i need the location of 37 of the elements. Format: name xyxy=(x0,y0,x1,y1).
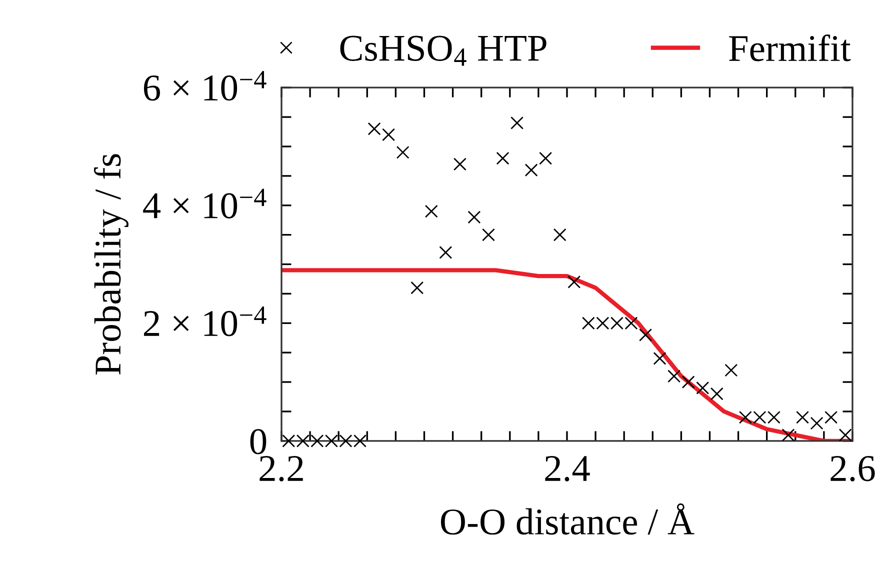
point xyxy=(696,381,710,394)
point xyxy=(682,376,695,389)
y-axis-title: Probability / fs xyxy=(94,154,128,375)
y-tick-label: 4 × 10$^{−4}$ xyxy=(143,188,266,218)
point xyxy=(439,246,452,259)
point xyxy=(653,352,666,365)
point xyxy=(496,152,510,165)
point xyxy=(368,122,381,136)
y-tick-label: 0 xyxy=(250,428,266,454)
legend-label: Fermifit xyxy=(729,34,851,62)
point xyxy=(838,428,852,442)
point xyxy=(668,370,681,383)
point xyxy=(638,328,652,342)
y-tick-label: 2 × 10$^{−4}$ xyxy=(144,306,266,336)
point xyxy=(782,428,795,442)
point xyxy=(510,116,524,130)
x-axis-title: O-O distance / Å xyxy=(440,503,694,535)
point xyxy=(824,410,838,424)
point xyxy=(539,152,552,165)
point xyxy=(482,228,495,242)
point xyxy=(524,164,538,177)
y-tick-label: 6 × 10$^{−4}$ xyxy=(144,70,266,101)
point xyxy=(468,210,481,224)
point xyxy=(424,204,438,218)
point xyxy=(710,387,724,400)
x-tick-label: 2.4 xyxy=(545,456,590,482)
point xyxy=(453,158,466,171)
point xyxy=(724,364,738,377)
x-tick-label: 2.6 xyxy=(830,456,875,482)
point xyxy=(410,281,424,294)
point xyxy=(396,146,410,159)
point xyxy=(553,228,566,242)
x-tick-label: 2.2 xyxy=(260,456,303,482)
legend-label: CsHSO$_{4}$ HTP xyxy=(340,36,546,66)
point xyxy=(382,128,396,142)
point xyxy=(568,275,581,288)
point xyxy=(796,410,810,424)
